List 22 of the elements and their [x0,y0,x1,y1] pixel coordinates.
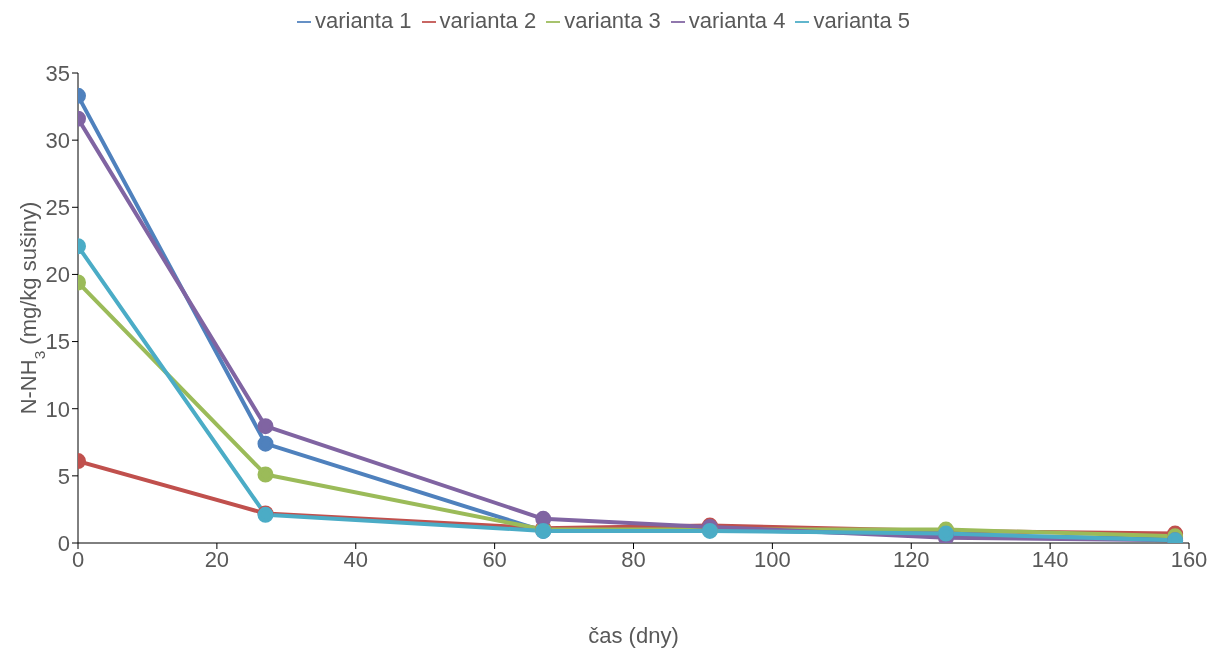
y-tick-label: 25 [45,195,70,221]
y-tick-label: 10 [45,396,70,422]
x-tick-label: 60 [482,546,507,572]
y-tick-label: 30 [45,127,70,153]
legend-label: varianta 1 [314,8,412,33]
x-tick-label: 160 [1170,546,1208,572]
x-tick-label: 120 [892,546,930,572]
x-tick-label: 100 [754,546,791,572]
legend-label: varianta 2 [439,8,537,33]
x-tick-label: 40 [343,546,368,572]
legend-label: varianta 5 [813,8,911,33]
legend-label: varianta 4 [688,8,786,33]
x-axis-title: čas (dny) [588,623,679,648]
x-tick-label: 20 [204,546,230,572]
y-tick-label: 0 [57,530,70,556]
y-tick-label: 5 [57,463,70,489]
x-tick-label: 80 [621,546,646,572]
y-tick-label: 20 [45,262,70,288]
y-tick-label: 35 [45,60,70,86]
x-tick-label: 140 [1031,546,1069,572]
legend-label: varianta 3 [564,8,661,33]
y-tick-label: 15 [45,329,70,355]
